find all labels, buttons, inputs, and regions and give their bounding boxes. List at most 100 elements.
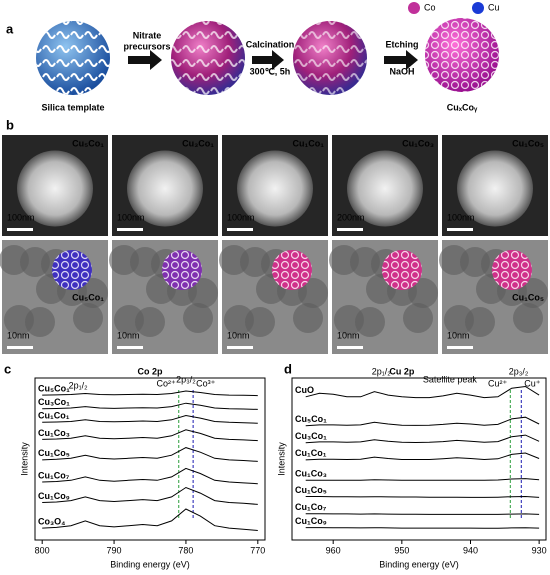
particle bbox=[518, 278, 548, 308]
particle bbox=[17, 150, 93, 227]
scale-label: 10nm bbox=[7, 330, 30, 340]
series-label: Cu₁Co₁ bbox=[295, 448, 327, 458]
scale-bar bbox=[447, 346, 473, 349]
spectrum bbox=[305, 416, 540, 427]
particle bbox=[135, 307, 165, 337]
spectrum bbox=[42, 429, 258, 442]
model-sphere bbox=[52, 250, 92, 290]
x-axis-label: Binding energy (eV) bbox=[379, 559, 459, 569]
scale-bar bbox=[117, 228, 143, 231]
particle bbox=[237, 150, 313, 227]
particle bbox=[127, 150, 203, 227]
step-label: precursors bbox=[123, 41, 170, 51]
scale-label: 10nm bbox=[117, 330, 140, 340]
legend-swatch bbox=[472, 2, 484, 14]
legend-label: Co bbox=[424, 2, 436, 12]
scale-label: 100nm bbox=[117, 212, 145, 222]
series-label: Cu₁Co₁ bbox=[38, 411, 70, 421]
series-label: Cu₅Co₁ bbox=[295, 414, 327, 424]
particle bbox=[408, 278, 438, 308]
spectrum bbox=[305, 452, 540, 461]
particle bbox=[293, 303, 323, 333]
legend-swatch bbox=[408, 2, 420, 14]
reference-label: Cu²⁺ bbox=[488, 378, 508, 388]
series-label: Cu₁Co₉ bbox=[38, 491, 70, 501]
scale-bar bbox=[447, 228, 473, 231]
scale-bar bbox=[337, 346, 363, 349]
series-label: Cu₁Co₅ bbox=[38, 448, 70, 458]
peak-label: 2p₁/₂ bbox=[372, 366, 392, 376]
scale-label: 10nm bbox=[227, 330, 250, 340]
panel-label: a bbox=[6, 21, 14, 36]
particle bbox=[465, 307, 495, 337]
step-label: 300℃, 5h bbox=[250, 66, 291, 76]
particle bbox=[25, 307, 55, 337]
panel-label: c bbox=[4, 361, 11, 376]
series-label: Cu₁Co₉ bbox=[295, 516, 327, 526]
scale-label: 100nm bbox=[7, 212, 35, 222]
model-sphere bbox=[272, 250, 312, 290]
series-label: Cu₁Co₇ bbox=[38, 470, 70, 480]
spectrum bbox=[42, 390, 258, 397]
spectrum bbox=[305, 434, 540, 444]
particle bbox=[245, 307, 275, 337]
particle bbox=[355, 307, 385, 337]
spectrum bbox=[305, 478, 540, 481]
series-label: Cu₁Co₅ bbox=[295, 485, 327, 495]
particle bbox=[183, 303, 213, 333]
x-tick-label: 790 bbox=[107, 545, 122, 555]
peak-label: 2p₃/₂ bbox=[176, 374, 196, 384]
sample-label: Cu₁Co₃ bbox=[402, 138, 434, 148]
reference-label: Cu⁺ bbox=[524, 378, 541, 388]
spectrum bbox=[42, 467, 258, 485]
particle bbox=[513, 303, 543, 333]
scale-bar bbox=[117, 346, 143, 349]
spectrum bbox=[305, 527, 540, 529]
sample-label: Cu₃Co₁ bbox=[182, 138, 214, 148]
scale-bar bbox=[337, 228, 363, 231]
series-label: CuO bbox=[295, 385, 314, 395]
series-label: Cu₃Co₁ bbox=[295, 431, 327, 441]
x-tick-label: 930 bbox=[532, 545, 547, 555]
particle bbox=[78, 278, 108, 308]
particle bbox=[298, 278, 328, 308]
x-axis-label: Binding energy (eV) bbox=[110, 559, 190, 569]
spectrum bbox=[305, 513, 540, 515]
plot-frame bbox=[34, 377, 266, 541]
x-tick-label: 950 bbox=[394, 545, 409, 555]
scale-bar bbox=[227, 346, 253, 349]
x-tick-label: 800 bbox=[35, 545, 50, 555]
x-tick-label: 770 bbox=[250, 545, 265, 555]
spectrum bbox=[305, 385, 540, 399]
peak-label: 2p₁/₂ bbox=[69, 380, 89, 390]
x-tick-label: 940 bbox=[463, 545, 478, 555]
scale-label: 200nm bbox=[337, 212, 365, 222]
scale-bar bbox=[7, 228, 33, 231]
x-tick-label: 780 bbox=[178, 545, 193, 555]
model-sphere bbox=[382, 250, 422, 290]
spectrum bbox=[305, 495, 540, 498]
scale-bar bbox=[227, 228, 253, 231]
series-label: Co₃O₄ bbox=[38, 516, 65, 526]
scale-bar bbox=[7, 346, 33, 349]
y-axis-label: Intensity bbox=[19, 442, 29, 476]
spectrum bbox=[42, 414, 258, 424]
step-label: Etching bbox=[386, 39, 419, 49]
scale-label: 100nm bbox=[447, 212, 475, 222]
particle bbox=[188, 278, 218, 308]
spectrum bbox=[42, 486, 258, 505]
spectrum bbox=[42, 447, 258, 462]
sample-label: Cu₁Co₁ bbox=[293, 138, 325, 148]
series-label: Cu₁Co₃ bbox=[38, 428, 70, 438]
chart-title: Co 2p bbox=[137, 366, 163, 376]
series-label: Cu₁Co₇ bbox=[295, 502, 327, 512]
step-label: Calcination bbox=[246, 39, 295, 49]
sample-label: Cu₁Co₅ bbox=[512, 138, 544, 148]
scale-label: 100nm bbox=[227, 212, 255, 222]
particle bbox=[73, 303, 103, 333]
particle bbox=[403, 303, 433, 333]
model-sphere bbox=[162, 250, 202, 290]
series-label: Cu₁Co₃ bbox=[295, 469, 327, 479]
